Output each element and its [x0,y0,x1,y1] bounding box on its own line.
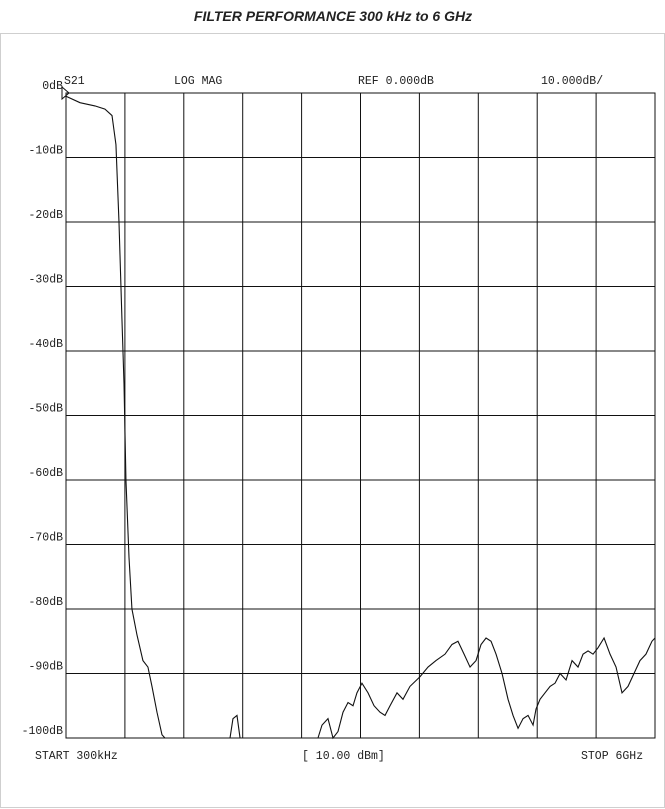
scale-label: 10.000dB/ [541,75,603,88]
reference-label: REF 0.000dB [358,75,434,88]
y-tick-label: -90dB [28,661,63,674]
power-label: [ 10.00 dBm] [302,750,385,763]
y-tick-label: -60dB [28,467,63,480]
y-tick-label: 0dB [42,80,63,93]
channel-label: S21 [64,75,85,88]
trace [65,95,656,740]
x-start-label: START 300kHz [35,750,118,763]
frame [0,33,665,808]
y-tick-label: -100dB [22,725,64,738]
y-tick-label: -50dB [28,403,63,416]
format-label: LOG MAG [174,75,222,88]
y-tick-label: -40dB [28,338,63,351]
y-tick-label: -80dB [28,596,63,609]
y-tick-label: -30dB [28,274,63,287]
chart-title: FILTER PERFORMANCE 300 kHz to 6 GHz [194,8,472,24]
y-tick-label: -20dB [28,209,63,222]
y-tick-label: -70dB [28,532,63,545]
x-stop-label: STOP 6GHz [581,750,643,763]
reference-marker [61,85,70,101]
y-tick-label: -10dB [28,145,63,158]
